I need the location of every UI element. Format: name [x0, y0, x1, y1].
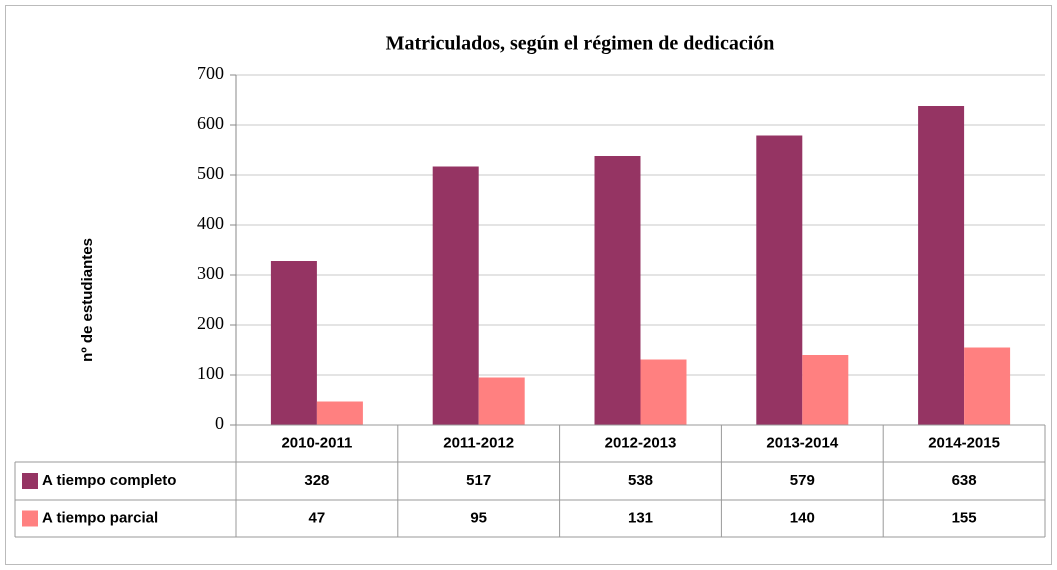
table-value: 579 — [790, 472, 815, 489]
y-tick-label: 600 — [197, 113, 224, 133]
table-value: 47 — [309, 509, 326, 526]
bar — [756, 135, 803, 425]
bar — [270, 261, 317, 425]
legend-label: A tiempo completo — [42, 472, 176, 489]
bar — [432, 166, 479, 425]
bar — [594, 156, 641, 425]
x-tick-label: 2013-2014 — [766, 434, 838, 451]
table-value: 328 — [304, 472, 329, 489]
bar — [802, 355, 849, 425]
table-value: 131 — [628, 509, 653, 526]
y-tick-label: 100 — [197, 363, 224, 383]
y-tick-label: 400 — [197, 213, 224, 233]
bar — [316, 401, 363, 425]
y-tick-label: 200 — [197, 313, 224, 333]
bar — [640, 359, 687, 425]
table-value: 538 — [628, 472, 653, 489]
table-value: 140 — [790, 509, 815, 526]
legend-key — [22, 473, 38, 489]
table-value: 638 — [952, 472, 977, 489]
y-tick-label: 700 — [197, 63, 224, 83]
y-tick-label: 300 — [197, 263, 224, 283]
bar — [478, 377, 525, 425]
legend-key — [22, 510, 38, 527]
x-tick-label: 2010-2011 — [281, 434, 352, 451]
bar — [918, 106, 965, 425]
y-axis-label: nº de estudiantes — [79, 238, 96, 362]
x-tick-label: 2011-2012 — [443, 434, 514, 451]
y-tick-label: 500 — [197, 163, 224, 183]
y-tick-label: 0 — [215, 413, 224, 433]
x-tick-label: 2012-2013 — [605, 434, 677, 451]
chart-title: Matriculados, según el régimen de dedica… — [386, 33, 775, 55]
x-tick-label: 2014-2015 — [928, 434, 1000, 451]
table-value: 95 — [470, 509, 487, 526]
chart-border — [5, 5, 1052, 565]
table-value: 155 — [952, 509, 977, 526]
legend-label: A tiempo parcial — [42, 509, 158, 526]
table-value: 517 — [466, 472, 491, 489]
bar — [964, 347, 1011, 425]
